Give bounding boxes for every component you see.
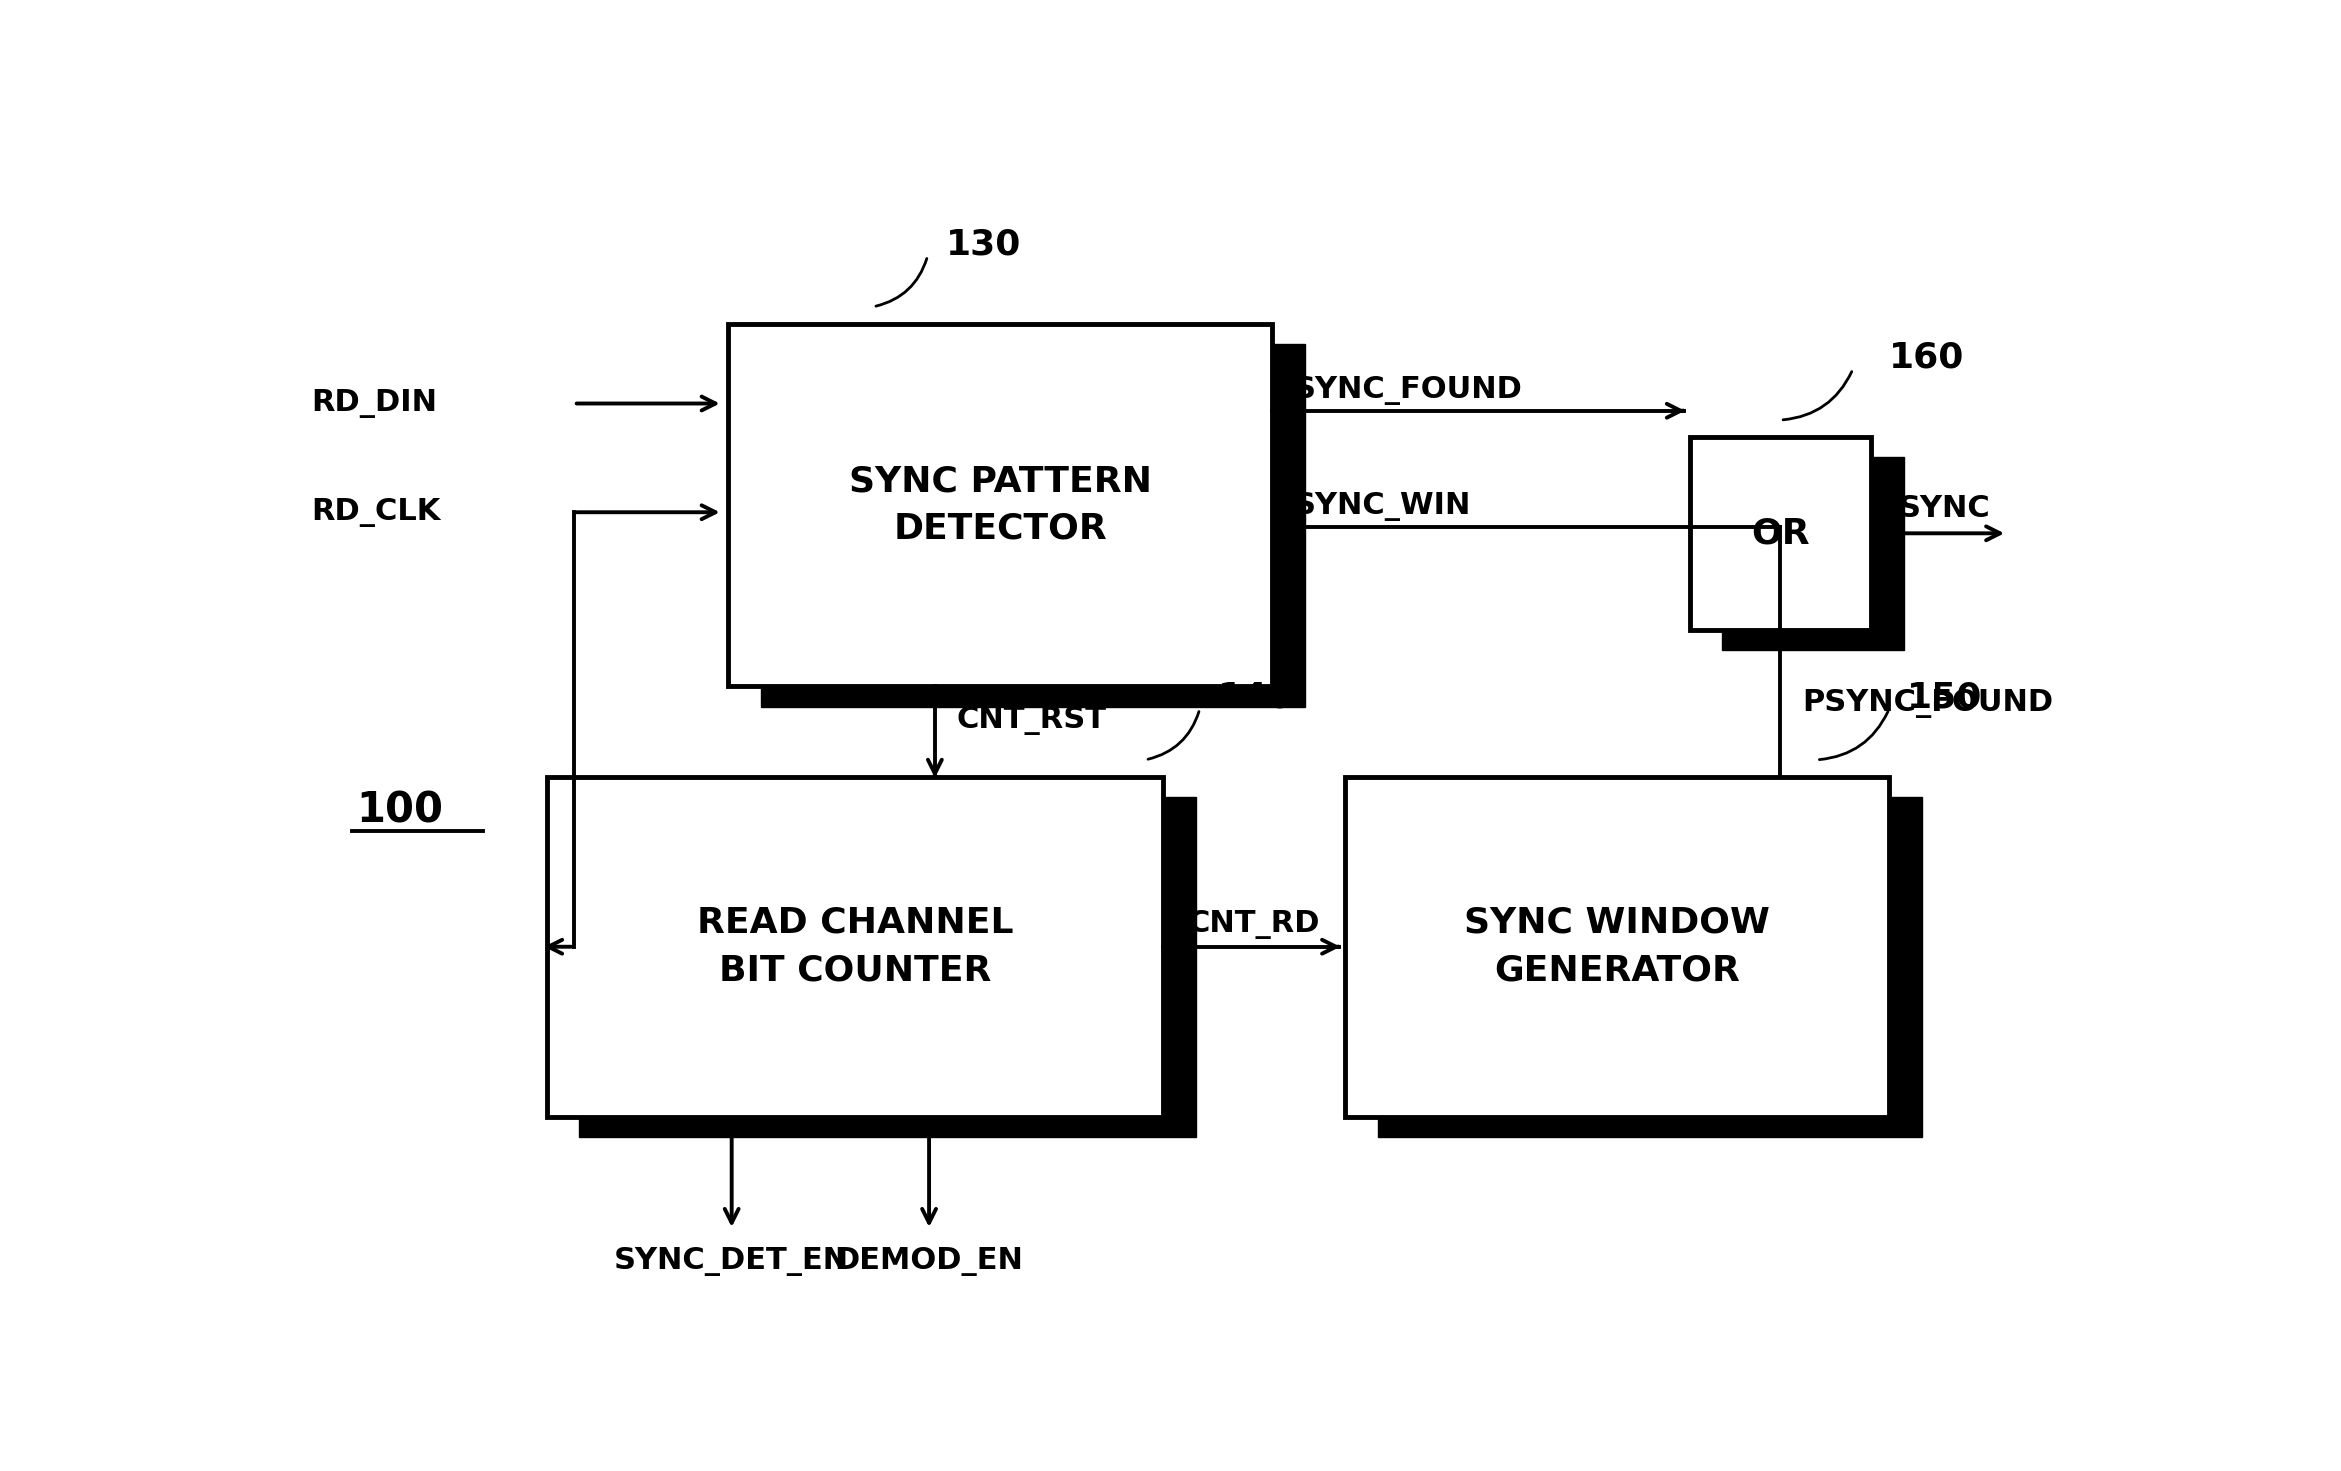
Text: 140: 140 [1217, 681, 1292, 715]
Bar [1377, 797, 1922, 1137]
Text: SYNC_DET_EN: SYNC_DET_EN [613, 1247, 850, 1275]
Text: RD_CLK: RD_CLK [311, 497, 440, 527]
Text: SYNC PATTERN
DETECTOR: SYNC PATTERN DETECTOR [850, 465, 1152, 546]
Text: SYNC_WIN: SYNC_WIN [1295, 491, 1472, 521]
Text: OR: OR [1751, 516, 1810, 550]
Text: CNT_RST: CNT_RST [957, 706, 1107, 734]
Bar [578, 797, 1196, 1137]
Bar [548, 777, 1163, 1116]
Text: 130: 130 [946, 228, 1021, 262]
Text: 100: 100 [356, 790, 442, 831]
Bar [1344, 777, 1889, 1116]
Text: RD_DIN: RD_DIN [311, 388, 438, 418]
Text: SYNC: SYNC [1899, 494, 1990, 522]
Text: 150: 150 [1908, 681, 1983, 715]
Bar [1690, 437, 1870, 630]
Text: 160: 160 [1889, 341, 1964, 375]
Bar [1723, 457, 1903, 650]
Text: PSYNC_FOUND: PSYNC_FOUND [1803, 688, 2053, 718]
Text: SYNC_FOUND: SYNC_FOUND [1295, 377, 1524, 405]
Text: READ CHANNEL
BIT COUNTER: READ CHANNEL BIT COUNTER [698, 906, 1014, 987]
Text: CNT_RD: CNT_RD [1187, 909, 1320, 938]
Text: SYNC WINDOW
GENERATOR: SYNC WINDOW GENERATOR [1463, 906, 1770, 987]
Bar [728, 324, 1274, 685]
Text: DEMOD_EN: DEMOD_EN [836, 1247, 1023, 1275]
Bar [761, 344, 1304, 706]
